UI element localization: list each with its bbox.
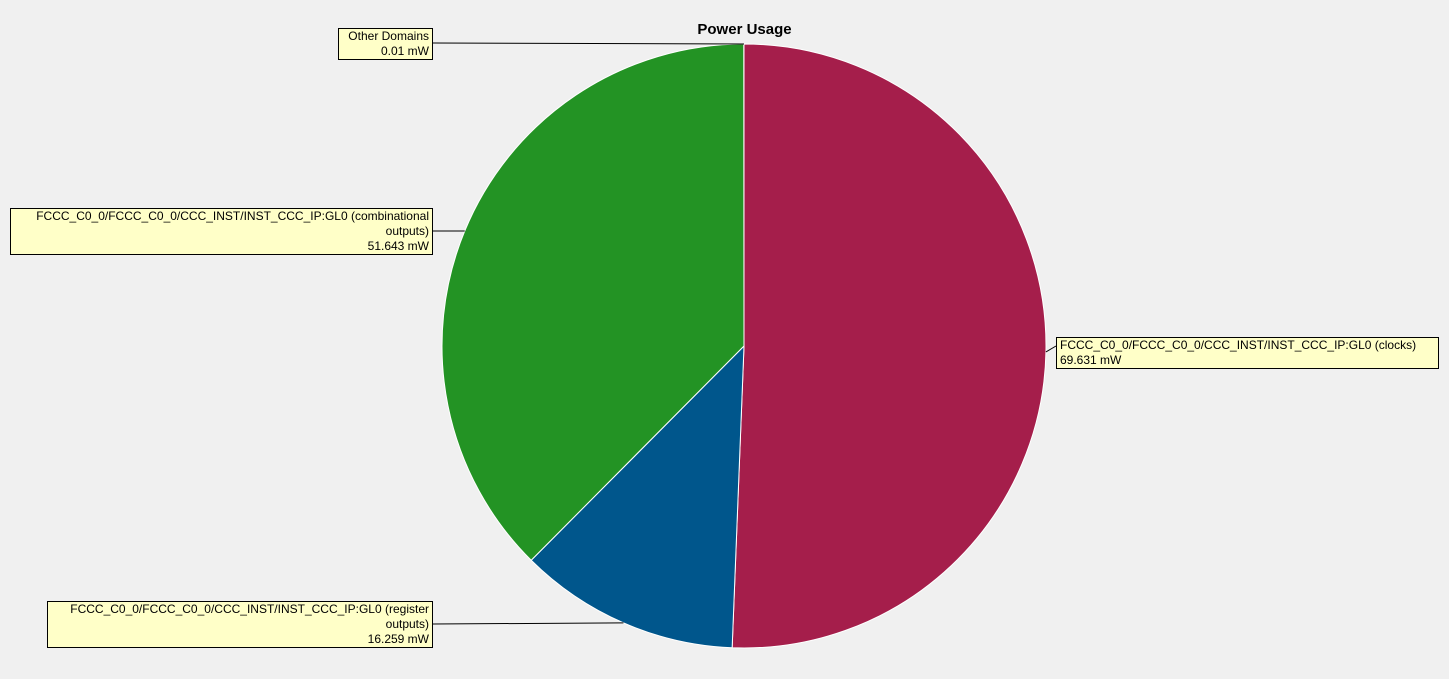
slice-label-3: Other Domains 0.01 mW bbox=[338, 28, 433, 60]
slice-value-text: 69.631 mW bbox=[1060, 353, 1122, 367]
slice-label-text: FCCC_C0_0/FCCC_C0_0/CCC_INST/INST_CCC_IP… bbox=[70, 602, 429, 616]
pie-slice-0 bbox=[731, 43, 1047, 649]
slice-label-text: outputs) bbox=[385, 224, 429, 238]
leader-line-0 bbox=[1045, 345, 1057, 353]
leader-line-3 bbox=[432, 42, 745, 45]
slice-value-text: 0.01 mW bbox=[380, 44, 429, 58]
slice-label-text: FCCC_C0_0/FCCC_C0_0/CCC_INST/INST_CCC_IP… bbox=[1060, 338, 1417, 352]
slice-label-0: FCCC_C0_0/FCCC_C0_0/CCC_INST/INST_CCC_IP… bbox=[1056, 337, 1439, 369]
slice-label-text: Other Domains bbox=[348, 29, 429, 43]
leader-line-1 bbox=[432, 622, 624, 625]
slice-label-text: outputs) bbox=[385, 617, 429, 631]
slice-label-text: FCCC_C0_0/FCCC_C0_0/CCC_INST/INST_CCC_IP… bbox=[36, 209, 429, 223]
pie-slice-1 bbox=[530, 344, 745, 649]
slice-value-text: 16.259 mW bbox=[367, 632, 429, 646]
chart-title: Power Usage bbox=[697, 21, 792, 38]
slice-label-1: FCCC_C0_0/FCCC_C0_0/CCC_INST/INST_CCC_IP… bbox=[47, 601, 433, 648]
slice-value-text: 51.643 mW bbox=[367, 239, 429, 253]
slice-label-2: FCCC_C0_0/FCCC_C0_0/CCC_INST/INST_CCC_IP… bbox=[10, 208, 433, 255]
